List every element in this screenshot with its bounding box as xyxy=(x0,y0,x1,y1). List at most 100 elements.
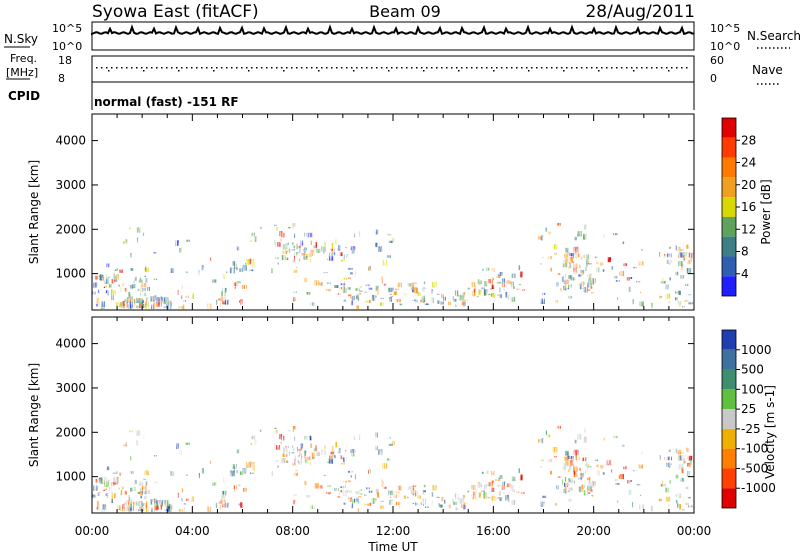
range-gate-cell xyxy=(338,287,341,292)
freq-dot xyxy=(566,67,568,69)
cpid-value: normal (fast) -151 RF xyxy=(94,95,239,109)
range-gate-cell xyxy=(282,244,288,250)
range-gate-cell xyxy=(282,250,286,254)
range-gate-cell xyxy=(301,448,303,450)
range-gate-cell xyxy=(316,451,321,457)
range-gate-cell xyxy=(224,502,229,508)
range-gate-cell xyxy=(185,442,191,445)
range-gate-cell xyxy=(600,262,604,266)
range-gate-cell xyxy=(621,444,625,447)
range-gate-cell xyxy=(502,278,506,283)
range-gate-cell xyxy=(331,445,334,452)
range-gate-cell xyxy=(568,498,573,502)
range-gate-cell xyxy=(392,440,396,445)
range-gate-cell xyxy=(467,287,470,290)
range-gate-cell xyxy=(681,468,684,474)
range-gate-cell xyxy=(490,287,492,290)
range-gate-cell xyxy=(570,253,574,257)
range-gate-cell xyxy=(285,453,289,455)
range-gate-cell xyxy=(368,287,373,290)
range-gate-cell xyxy=(140,487,142,490)
range-gate-cell xyxy=(280,238,282,242)
range-gate-cell xyxy=(424,303,430,305)
range-gate-cell xyxy=(115,505,121,510)
range-gate-cell xyxy=(134,479,137,484)
range-gate-cell xyxy=(338,448,341,454)
range-gate-cell xyxy=(143,495,147,500)
range-gate-cell xyxy=(462,293,465,299)
range-gate-cell xyxy=(633,470,637,472)
range-gate-cell xyxy=(422,287,426,290)
range-gate-cell xyxy=(441,497,444,502)
range-gate-cell xyxy=(682,306,685,308)
range-gate-cell xyxy=(541,438,544,444)
range-gate-cell xyxy=(499,287,501,293)
range-gate-cell xyxy=(153,295,155,300)
range-gate-cell xyxy=(185,295,189,298)
range-gate-cell xyxy=(113,482,118,485)
range-gate-cell xyxy=(572,464,575,466)
range-gate-cell xyxy=(142,232,145,237)
range-gate-cell xyxy=(201,265,204,271)
range-gate-cell xyxy=(140,491,143,496)
range-gate-cell xyxy=(540,298,545,304)
range-gate-cell xyxy=(274,239,276,245)
range-gate-cell xyxy=(588,277,594,284)
range-gate-cell xyxy=(412,299,417,301)
range-gate-cell xyxy=(297,257,299,260)
range-gate-cell xyxy=(491,284,495,289)
xtick-label: 20:00 xyxy=(576,524,611,538)
range-gate-cell xyxy=(689,257,692,262)
range-gate-cell xyxy=(568,478,573,483)
range-gate-cell xyxy=(342,288,347,294)
range-gate-cell xyxy=(542,495,547,498)
range-gate-cell xyxy=(178,509,183,512)
range-gate-cell xyxy=(472,288,476,293)
range-gate-cell xyxy=(386,458,391,461)
range-gate-cell xyxy=(224,299,229,305)
range-gate-cell xyxy=(503,492,505,494)
range-gate-cell xyxy=(496,484,502,487)
freq-dot xyxy=(121,67,123,69)
freq-dot xyxy=(101,67,103,69)
range-gate-cell xyxy=(496,477,501,479)
range-gate-cell xyxy=(585,470,588,474)
range-gate-cell xyxy=(414,287,418,294)
range-gate-cell xyxy=(221,291,226,297)
freq-dot xyxy=(216,67,218,69)
range-gate-cell xyxy=(250,443,253,445)
range-gate-cell xyxy=(421,297,426,302)
range-gate-cell xyxy=(310,452,315,459)
range-gate-cell xyxy=(156,297,161,302)
range-gate-cell xyxy=(301,455,305,459)
range-gate-cell xyxy=(518,468,521,474)
range-gate-cell xyxy=(303,256,309,260)
range-gate-cell xyxy=(422,490,426,493)
range-gate-cell xyxy=(121,305,125,307)
range-gate-cell xyxy=(584,224,587,230)
range-gate-cell xyxy=(579,467,581,472)
range-gate-cell xyxy=(185,474,188,476)
range-gate-cell xyxy=(388,287,393,293)
range-gate-cell xyxy=(309,259,311,263)
range-gate-cell xyxy=(136,502,140,506)
range-gate-cell xyxy=(327,258,329,261)
range-gate-cell xyxy=(330,248,335,252)
range-gate-cell xyxy=(379,505,384,509)
range-gate-cell xyxy=(138,298,142,304)
freq-dot xyxy=(353,70,355,72)
range-gate-cell xyxy=(350,272,353,275)
range-gate-cell xyxy=(626,480,631,484)
range-gate-cell xyxy=(134,276,137,281)
range-gate-cell xyxy=(565,482,570,486)
range-gate-cell xyxy=(211,279,217,283)
colorbar-tick-label: -1000 xyxy=(741,481,776,495)
range-gate-cell xyxy=(596,267,600,273)
range-gate-cell xyxy=(139,506,142,511)
range-gate-cell xyxy=(234,490,236,492)
range-gate-cell xyxy=(185,271,188,273)
range-gate-cell xyxy=(342,254,345,260)
range-gate-cell xyxy=(339,252,343,257)
freq-dot xyxy=(296,67,298,69)
range-gate-cell xyxy=(343,284,345,290)
